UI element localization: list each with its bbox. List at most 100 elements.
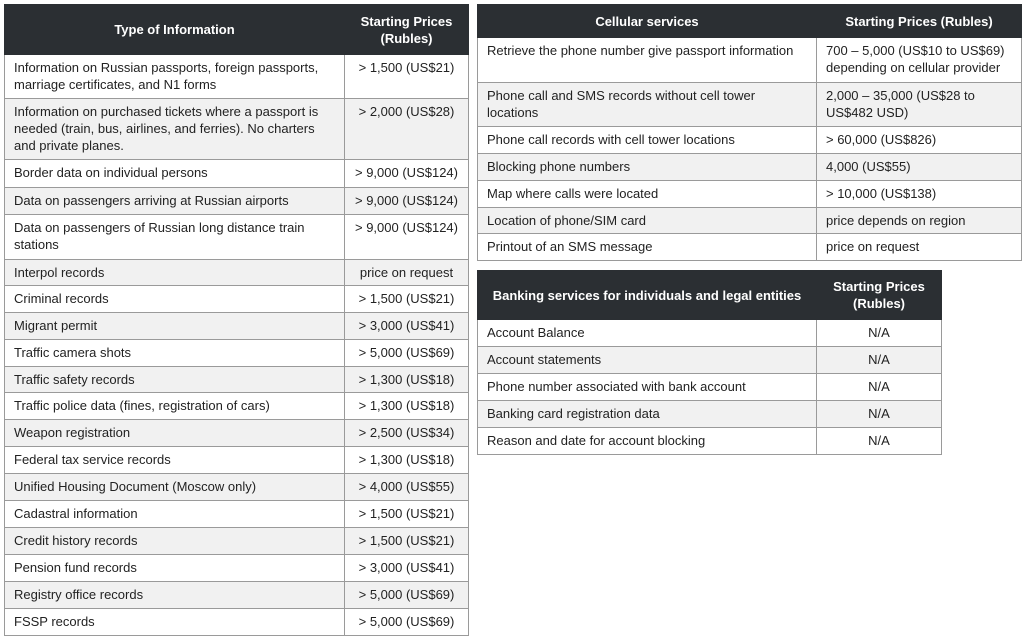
item-cell: Border data on individual persons	[4, 159, 345, 188]
price-cell: > 3,000 (US$41)	[344, 312, 469, 340]
price-cell: > 1,500 (US$21)	[344, 500, 469, 528]
table-row: Federal tax service records > 1,300 (US$1…	[4, 446, 469, 474]
item-cell: Blocking phone numbers	[477, 153, 817, 181]
header-type: Type of Information	[4, 4, 345, 55]
information-prices-table: Type of Information Starting Prices (Rubl…	[4, 4, 469, 636]
item-cell: Registry office records	[4, 581, 345, 609]
price-cell: price on request	[816, 233, 1022, 261]
price-cell: > 9,000 (US$124)	[344, 214, 469, 260]
item-cell: Location of phone/SIM card	[477, 207, 817, 234]
table-row: Registry office records > 5,000 (US$69)	[4, 581, 469, 609]
item-cell: Data on passengers arriving at Russian a…	[4, 187, 345, 215]
item-cell: Data on passengers of Russian long dista…	[4, 214, 345, 260]
table-row: FSSP records > 5,000 (US$69)	[4, 608, 469, 636]
price-cell: > 1,300 (US$18)	[344, 392, 469, 420]
table-row: Migrant permit > 3,000 (US$41)	[4, 312, 469, 340]
table-row: Data on passengers of Russian long dista…	[4, 214, 469, 260]
table-row: Border data on individual persons > 9,000…	[4, 159, 469, 188]
item-cell: Federal tax service records	[4, 446, 345, 474]
table-row: Cadastral information > 1,500 (US$21)	[4, 500, 469, 528]
item-cell: Unified Housing Document (Moscow only)	[4, 473, 345, 501]
item-cell: Retrieve the phone number give passport …	[477, 37, 817, 83]
table-row: Retrieve the phone number give passport …	[477, 37, 1022, 83]
item-cell: Criminal records	[4, 285, 345, 313]
item-cell: Account statements	[477, 346, 817, 374]
table-row: Reason and date for account blocking N/A	[477, 427, 942, 455]
table-row: Account statements N/A	[477, 346, 942, 374]
price-cell: > 10,000 (US$138)	[816, 180, 1022, 208]
table-row: Interpol records price on request	[4, 259, 469, 286]
price-cell: > 1,500 (US$21)	[344, 54, 469, 99]
table-row: Traffic safety records > 1,300 (US$18)	[4, 366, 469, 393]
price-cell: 4,000 (US$55)	[816, 153, 1022, 181]
item-cell: Cadastral information	[4, 500, 345, 528]
price-cell: 2,000 – 35,000 (US$28 to US$482 USD)	[816, 82, 1022, 127]
price-cell: price on request	[344, 259, 469, 286]
table-row: Map where calls were located > 10,000 (US…	[477, 180, 1022, 208]
price-cell: N/A	[816, 373, 942, 401]
item-cell: FSSP records	[4, 608, 345, 636]
header-price: Starting Prices (Rubles)	[344, 4, 469, 55]
price-cell: > 5,000 (US$69)	[344, 339, 469, 367]
table-row: Data on passengers arriving at Russian a…	[4, 187, 469, 215]
item-cell: Migrant permit	[4, 312, 345, 340]
price-cell: > 9,000 (US$124)	[344, 159, 469, 188]
header-price: Starting Prices (Rubles)	[816, 4, 1022, 38]
item-cell: Pension fund records	[4, 554, 345, 582]
price-cell: > 5,000 (US$69)	[344, 608, 469, 636]
price-cell: > 1,500 (US$21)	[344, 285, 469, 313]
item-cell: Map where calls were located	[477, 180, 817, 208]
price-cell: N/A	[816, 346, 942, 374]
table-row: Traffic police data (fines, registration…	[4, 392, 469, 420]
price-cell: N/A	[816, 400, 942, 428]
price-cell: > 2,500 (US$34)	[344, 419, 469, 447]
item-cell: Traffic police data (fines, registration…	[4, 392, 345, 420]
price-cell: N/A	[816, 427, 942, 455]
price-cell: > 1,500 (US$21)	[344, 527, 469, 555]
table-row: Pension fund records > 3,000 (US$41)	[4, 554, 469, 582]
cellular-services-table: Cellular services Starting Prices (Rubles…	[477, 4, 1022, 261]
table-row: Traffic camera shots > 5,000 (US$69)	[4, 339, 469, 367]
price-cell: > 3,000 (US$41)	[344, 554, 469, 582]
price-cell: price depends on region	[816, 207, 1022, 234]
table-row: Banking card registration data N/A	[477, 400, 942, 428]
item-cell: Traffic camera shots	[4, 339, 345, 367]
item-cell: Phone number associated with bank accoun…	[477, 373, 817, 401]
item-cell: Information on Russian passports, foreig…	[4, 54, 345, 99]
item-cell: Interpol records	[4, 259, 345, 286]
item-cell: Phone call and SMS records without cell …	[477, 82, 817, 127]
table-row: Information on purchased tickets where a…	[4, 98, 469, 160]
item-cell: Credit history records	[4, 527, 345, 555]
price-cell: > 1,300 (US$18)	[344, 366, 469, 393]
table-row: Phone number associated with bank accoun…	[477, 373, 942, 401]
price-cell: 700 – 5,000 (US$10 to US$69) depending o…	[816, 37, 1022, 83]
item-cell: Banking card registration data	[477, 400, 817, 428]
table-row: Phone call and SMS records without cell …	[477, 82, 1022, 127]
price-cell: > 4,000 (US$55)	[344, 473, 469, 501]
table-row: Unified Housing Document (Moscow only) > …	[4, 473, 469, 501]
header-price: Starting Prices (Rubles)	[816, 270, 942, 320]
header-service: Cellular services	[477, 4, 817, 38]
table-row: Account Balance N/A	[477, 319, 942, 347]
item-cell: Weapon registration	[4, 419, 345, 447]
price-cell: > 2,000 (US$28)	[344, 98, 469, 160]
header-service: Banking services for individuals and leg…	[477, 270, 817, 320]
table-row: Weapon registration > 2,500 (US$34)	[4, 419, 469, 447]
banking-services-table: Banking services for individuals and leg…	[477, 270, 942, 455]
price-cell: > 5,000 (US$69)	[344, 581, 469, 609]
table-row: Information on Russian passports, foreig…	[4, 54, 469, 99]
item-cell: Traffic safety records	[4, 366, 345, 393]
item-cell: Reason and date for account blocking	[477, 427, 817, 455]
table-row: Printout of an SMS message price on reque…	[477, 233, 1022, 261]
item-cell: Printout of an SMS message	[477, 233, 817, 261]
table-row: Criminal records > 1,500 (US$21)	[4, 285, 469, 313]
table-row: Phone call records with cell tower locat…	[477, 126, 1022, 154]
table-row: Credit history records > 1,500 (US$21)	[4, 527, 469, 555]
item-cell: Account Balance	[477, 319, 817, 347]
price-cell: N/A	[816, 319, 942, 347]
price-cell: > 60,000 (US$826)	[816, 126, 1022, 154]
price-cell: > 9,000 (US$124)	[344, 187, 469, 215]
table-row: Blocking phone numbers 4,000 (US$55)	[477, 153, 1022, 181]
item-cell: Phone call records with cell tower locat…	[477, 126, 817, 154]
item-cell: Information on purchased tickets where a…	[4, 98, 345, 160]
